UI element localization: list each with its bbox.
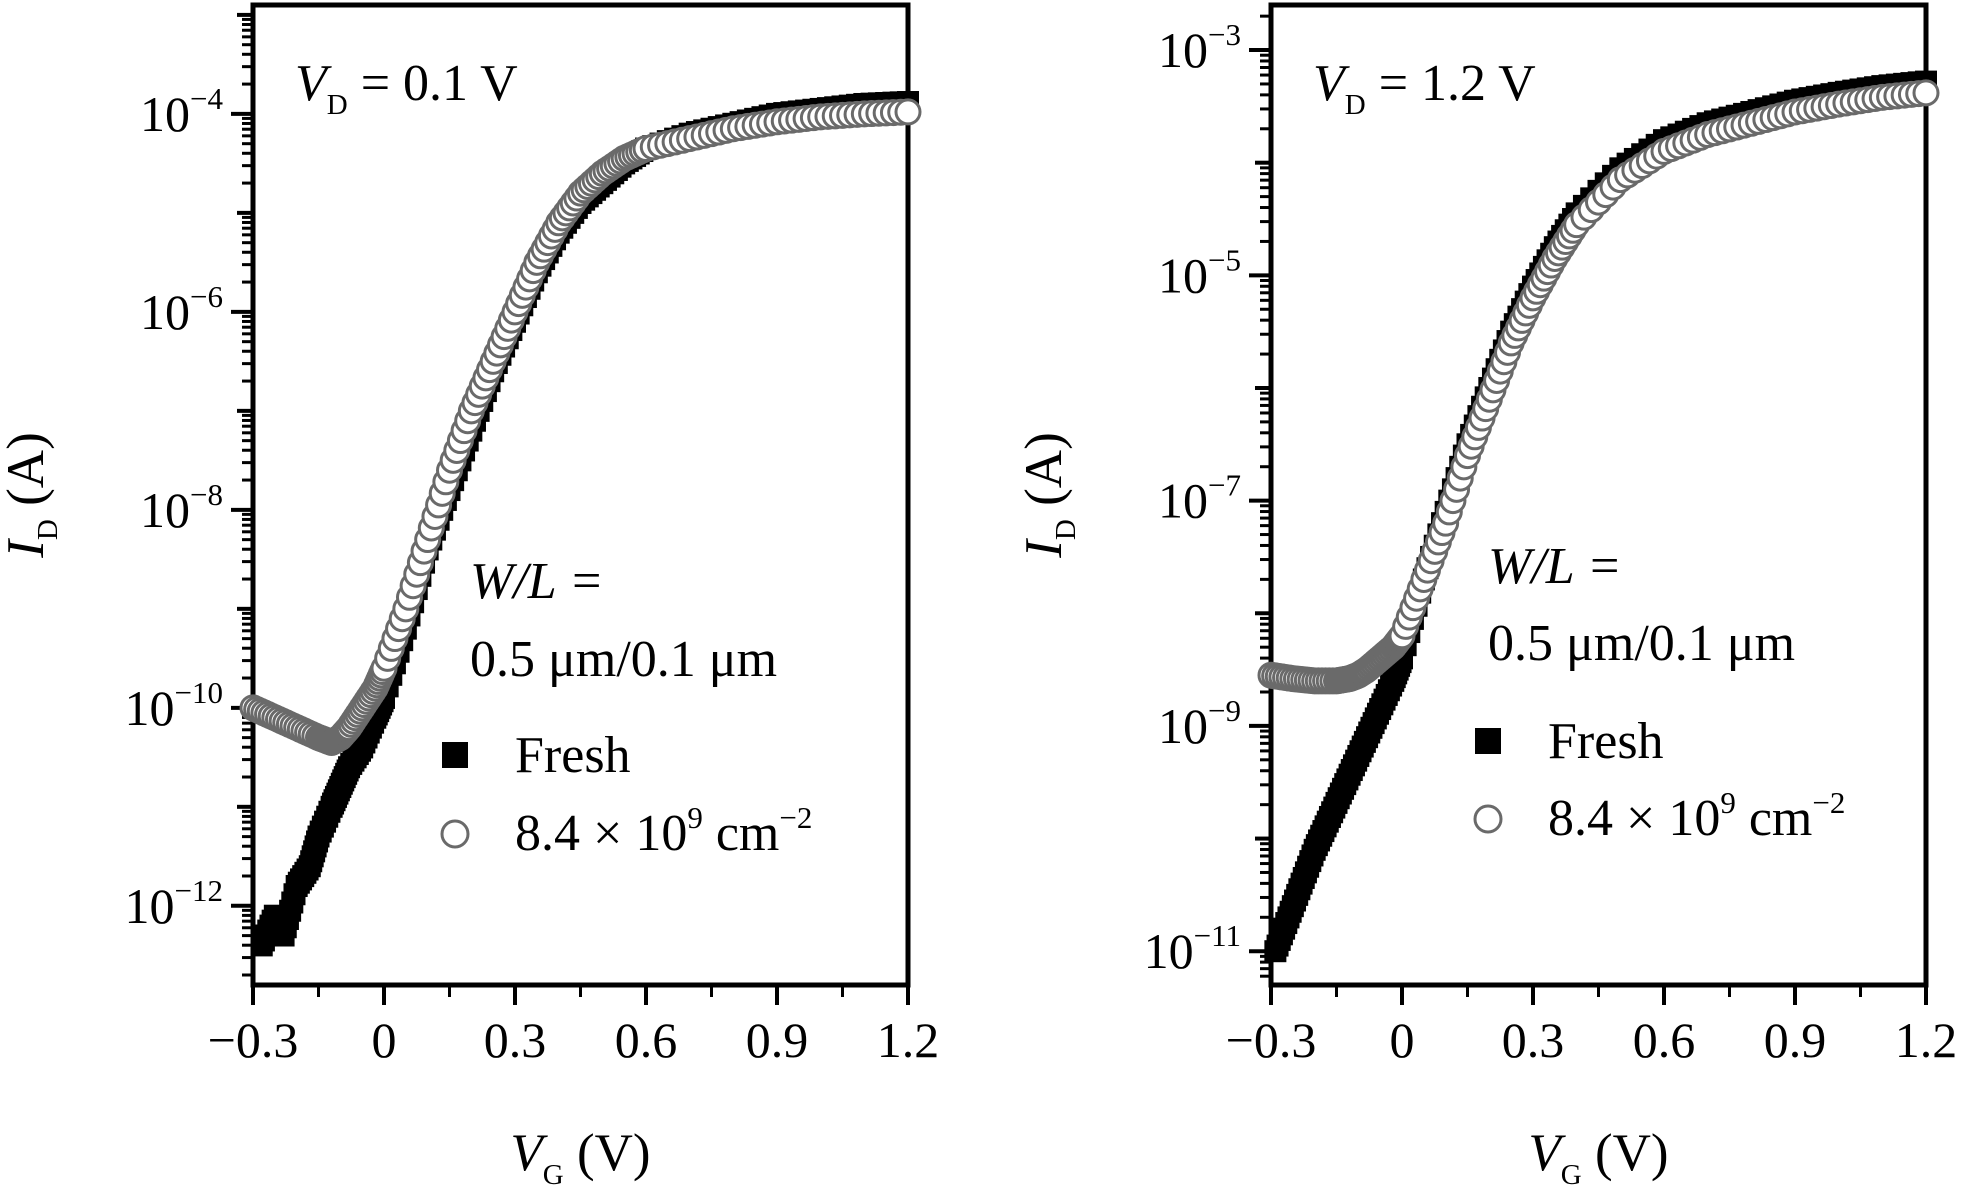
y-tick-exponent: −7 (1208, 468, 1241, 503)
y-tick-exponent: −10 (175, 675, 223, 710)
legend-label-sup: 9 (1720, 785, 1736, 820)
y-tick-base: 10 (140, 284, 190, 340)
y-tick-base: 10 (1158, 247, 1208, 303)
vd-var: V (295, 55, 332, 112)
y-tick-base: 10 (1144, 923, 1194, 979)
legend-label-sup2: −2 (779, 800, 812, 835)
legend-label-main: 8.4 × 10 (1548, 790, 1720, 847)
x-tick-label: 0.6 (1633, 1012, 1696, 1068)
legend-label-fresh: Fresh (1548, 713, 1664, 770)
irradiated-point (1912, 79, 1940, 107)
x-axis-unit: (V) (564, 1124, 651, 1182)
y-tick-base: 10 (1158, 473, 1208, 529)
y-tick-base: 10 (1158, 22, 1208, 78)
x-axis-label: VG (V) (510, 1124, 650, 1185)
y-tick-exponent: −6 (190, 279, 223, 314)
x-tick-label: 0 (1390, 1012, 1415, 1068)
vd-var: V (1313, 55, 1350, 112)
y-tick-exponent: −4 (190, 81, 223, 116)
legend-marker-irradiated (1473, 804, 1503, 834)
x-axis-sub: G (1561, 1159, 1582, 1185)
y-axis-label: ID (A) (1015, 432, 1082, 558)
x-tick-label: 1.2 (877, 1012, 940, 1068)
legend-marker-irradiated (440, 819, 470, 849)
legend-label-irradiated: 8.4 × 109 cm−2 (1548, 785, 1845, 847)
legend-label-sup2: −2 (1812, 785, 1845, 820)
legend-label-sup: 9 (687, 800, 703, 835)
irradiated-point (894, 98, 922, 126)
y-tick-label: 10−3 (1158, 17, 1241, 78)
x-tick-label: 0.3 (484, 1012, 547, 1068)
x-tick-label: −0.3 (208, 1012, 299, 1068)
x-tick-label: 1.2 (1895, 1012, 1958, 1068)
legend-label-tail: cm (1736, 790, 1813, 847)
y-axis-sub: D (32, 519, 64, 540)
legend: Fresh 8.4 × 109 cm−2 (440, 727, 812, 862)
y-tick-label: 10−8 (140, 477, 223, 538)
x-axis-label: VG (V) (1528, 1124, 1668, 1185)
x-tick-label: −0.3 (1226, 1012, 1317, 1068)
x-axis-var: V (510, 1124, 548, 1182)
y-tick-base: 10 (125, 878, 175, 934)
x-axis-var: V (1528, 1124, 1566, 1182)
y-tick-label: 10−11 (1144, 918, 1241, 979)
legend-marker-fresh (442, 742, 468, 768)
y-tick-label: 10−4 (140, 81, 223, 142)
wl-annotation-line1: W/L = (470, 553, 604, 610)
y-tick-label: 10−6 (140, 279, 223, 340)
y-axis-unit: (A) (1015, 432, 1073, 519)
vd-annotation: VD = 1.2 V (1313, 55, 1536, 121)
series-irradiated (239, 98, 922, 756)
wl-annotation-line2: 0.5 μm/0.1 μm (470, 631, 777, 688)
y-tick-base: 10 (140, 482, 190, 538)
series-irradiated (1257, 79, 1940, 695)
legend-label-main: Fresh (1548, 713, 1664, 770)
y-tick-exponent: −3 (1208, 17, 1241, 52)
y-tick-label: 10−9 (1158, 693, 1241, 754)
wl-annotation-line2: 0.5 μm/0.1 μm (1488, 615, 1795, 672)
vd-value: = 0.1 V (348, 55, 518, 112)
x-axis-sub: G (543, 1159, 564, 1185)
y-axis-sub: D (1050, 519, 1082, 540)
vd-sub: D (1345, 89, 1366, 121)
x-tick-label: 0 (372, 1012, 397, 1068)
y-tick-label: 10−12 (125, 873, 223, 934)
y-tick-label: 10−5 (1158, 242, 1241, 303)
legend-label-fresh: Fresh (515, 727, 631, 784)
y-axis-label: ID (A) (0, 432, 64, 558)
y-tick-label: 10−7 (1158, 468, 1241, 529)
y-tick-base: 10 (140, 86, 190, 142)
x-tick-label: 0.6 (615, 1012, 678, 1068)
y-axis-var: I (0, 538, 55, 559)
y-tick-exponent: −9 (1208, 693, 1241, 728)
vd-sub: D (327, 89, 348, 121)
x-tick-label: 0.9 (746, 1012, 809, 1068)
vd-annotation: VD = 0.1 V (295, 55, 518, 121)
y-tick-exponent: −8 (190, 477, 223, 512)
y-tick-label: 10−10 (125, 675, 223, 736)
y-axis-var: I (1015, 538, 1073, 559)
y-axis-unit: (A) (0, 432, 55, 519)
legend-label-main: Fresh (515, 727, 631, 784)
y-tick-base: 10 (1158, 698, 1208, 754)
vd-value: = 1.2 V (1366, 55, 1536, 112)
y-tick-exponent: −5 (1208, 242, 1241, 277)
y-tick-exponent: −12 (175, 873, 223, 908)
legend-label-main: 8.4 × 10 (515, 805, 687, 862)
x-tick-label: 0.9 (1764, 1012, 1827, 1068)
legend-marker-fresh (1475, 728, 1501, 754)
x-axis-unit: (V) (1582, 1124, 1669, 1182)
y-tick-base: 10 (125, 680, 175, 736)
y-tick-exponent: −11 (1194, 918, 1241, 953)
legend-label-irradiated: 8.4 × 109 cm−2 (515, 800, 812, 862)
legend: Fresh 8.4 × 109 cm−2 (1473, 713, 1845, 847)
x-tick-label: 0.3 (1502, 1012, 1565, 1068)
legend-label-tail: cm (703, 805, 780, 862)
wl-annotation-line1: W/L = (1488, 538, 1622, 595)
